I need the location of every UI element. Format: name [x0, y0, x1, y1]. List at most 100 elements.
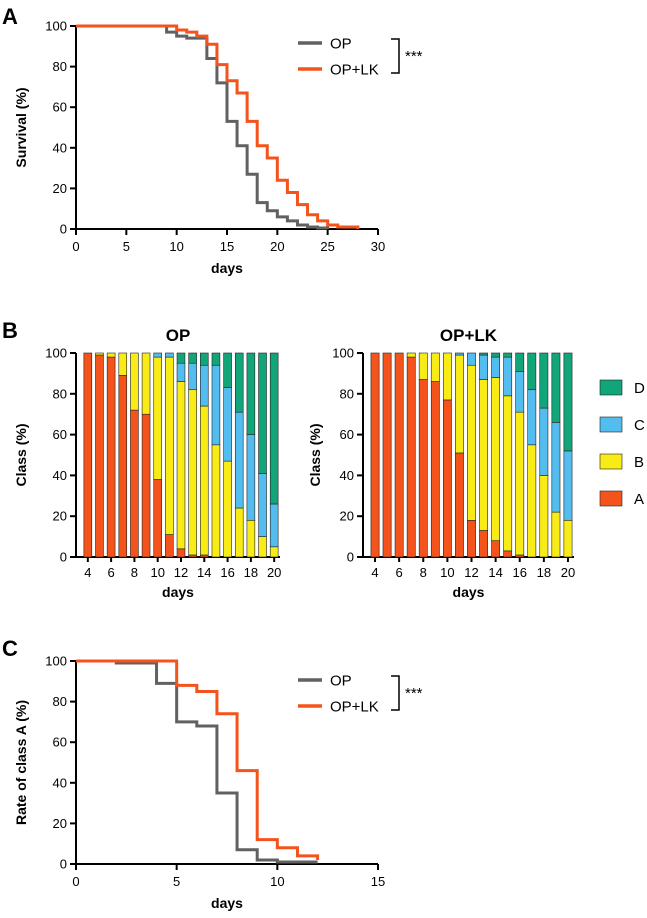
chart-a-survival-y-tick-label: 100 [45, 19, 67, 34]
chart-b-op-bar-a-day-12 [176, 548, 186, 558]
chart-b-oplk-bar-a-day-16 [515, 554, 525, 558]
chart-b-op-bar-b-day-12 [176, 381, 186, 550]
chart-b-oplk-bar-a-day-14 [491, 540, 501, 558]
chart-b-op-bar-d-day-19 [258, 352, 267, 474]
chart-b-oplk-bar-b-day-14 [491, 377, 501, 541]
chart-b-op-bar-c-day-10 [153, 352, 162, 358]
chart-c-class-a-y-tick-label: 60 [53, 735, 67, 750]
chart-b-op-x-tick-label: 4 [84, 565, 91, 580]
chart-b-op-x-tick-label: 6 [108, 565, 115, 580]
chart-b-oplk-bar-c-day-13 [479, 354, 488, 380]
chart-b-op-bar-a-day-7 [118, 375, 128, 558]
chart-a-survival-significance-bracket [391, 38, 400, 74]
chart-a-survival-x-tick-label: 30 [371, 239, 385, 254]
chart-b-op-bar-a-day-4 [83, 352, 93, 558]
chart-b-op-bar-b-day-20 [269, 546, 279, 558]
chart-b-oplk-bar-a-day-10 [442, 399, 452, 558]
chart-a-survival-x-tick-label: 25 [320, 239, 334, 254]
chart-b-oplk-bar-a-day-4 [370, 352, 380, 558]
legend-swatch-class-c [599, 416, 623, 433]
chart-b-oplk-bar-b-day-7 [406, 352, 416, 358]
chart-b-op-bar-a-day-8 [130, 409, 139, 558]
chart-a-survival-y-tick-label: 40 [53, 140, 67, 155]
chart-c-class-a-y-tick-label: 80 [53, 694, 67, 709]
chart-b-op-bar-c-day-14 [200, 364, 209, 407]
chart-b-op-x-tick-label: 12 [174, 565, 188, 580]
chart-b-oplk-x-tick-label: 12 [464, 565, 478, 580]
chart-b-oplk-bar-b-day-13 [479, 379, 488, 531]
legend-swatch-class-b [599, 453, 623, 470]
chart-b-oplk-x-tick-label: 14 [488, 565, 502, 580]
chart-b-oplk-bar-d-day-20 [563, 352, 573, 452]
chart-b-oplk-bar-b-day-17 [527, 444, 537, 558]
legend-label-class-d: D [634, 380, 645, 397]
chart-b-op-bar-a-day-13 [188, 554, 197, 558]
chart-b-oplk-bar-b-day-19 [551, 511, 561, 558]
chart-b-oplk-bar-a-day-5 [382, 352, 392, 558]
panel-label-B: B [2, 318, 18, 343]
chart-b-op-bar-b-day-5 [95, 352, 104, 356]
chart-b-op-bar-b-day-18 [246, 519, 256, 558]
chart-b-op-y-tick-label: 20 [53, 509, 67, 524]
chart-b-op-bar-d-day-15 [211, 352, 221, 366]
chart-b-oplk-bar-d-day-16 [515, 352, 525, 372]
chart-b-op-bar-b-day-6 [106, 352, 116, 358]
chart-b-op-bar-b-day-13 [188, 389, 197, 556]
chart-b-op-x-tick-label: 10 [150, 565, 164, 580]
chart-b-oplk-bar-c-day-15 [503, 356, 513, 397]
chart-c-class-a-significance-bracket [391, 675, 400, 711]
chart-b-op-bar-d-day-12 [176, 352, 186, 364]
chart-b-op-bar-a-day-9 [141, 413, 151, 558]
chart-b-op-bar-c-day-15 [211, 364, 221, 446]
chart-b-op-bar-c-day-17 [234, 411, 244, 509]
chart-b-op-bar-b-day-7 [118, 352, 128, 376]
chart-b-oplk-bar-a-day-7 [406, 356, 416, 558]
chart-b-oplk-bar-b-day-16 [515, 411, 525, 556]
chart-a-survival-y-axis-label: Survival (%) [13, 87, 29, 167]
chart-c-class-a-y-tick-label: 20 [53, 816, 67, 831]
chart-b-op-bar-b-day-11 [165, 356, 174, 535]
chart-b-oplk-bar-a-day-12 [467, 519, 476, 558]
chart-b-op-bar-d-day-14 [200, 352, 209, 366]
chart-b-oplk-bar-b-day-20 [563, 519, 573, 558]
chart-b-oplk-bar-a-day-11 [455, 452, 464, 558]
chart-b-op-x-tick-label: 14 [197, 565, 211, 580]
legend-swatch-class-a [599, 490, 623, 507]
chart-b-oplk-x-tick-label: 10 [440, 565, 454, 580]
chart-b-op-bar-c-day-20 [269, 503, 279, 548]
chart-a-survival-y-tick-label: 80 [53, 59, 67, 74]
chart-c-class-a-x-tick-label: 0 [72, 874, 79, 889]
chart-b-oplk-bar-d-day-14 [491, 352, 501, 358]
chart-b-oplk-bar-b-day-15 [503, 395, 513, 552]
chart-c-class-a-x-axis-label: days [211, 895, 243, 911]
chart-b-op-x-tick-label: 20 [267, 565, 281, 580]
legend-label-class-c: C [634, 417, 645, 434]
chart-b-op-bar-d-day-18 [246, 352, 256, 435]
chart-a-survival-y-tick-label: 0 [60, 222, 67, 237]
chart-b-oplk-bar-a-day-8 [418, 379, 428, 558]
chart-b-oplk-bar-c-day-19 [551, 422, 561, 513]
chart-a-survival-x-tick-label: 5 [123, 239, 130, 254]
chart-b-oplk-x-tick-label: 18 [537, 565, 551, 580]
chart-b-oplk-bar-c-day-18 [539, 407, 549, 476]
chart-b-oplk-bar-a-day-15 [503, 550, 513, 558]
chart-a-survival-series-op-lk [76, 24, 360, 229]
chart-c-class-a-legend-label: OP+LK [330, 699, 379, 716]
chart-a-survival-significance-label: *** [405, 48, 423, 65]
chart-c-class-a-legend-label: OP [330, 673, 352, 690]
chart-b-op-bar-c-day-11 [165, 352, 174, 358]
chart-c-class-a-y-axis-label: Rate of class A (%) [13, 700, 29, 825]
chart-b-op-bar-b-day-16 [223, 460, 232, 558]
chart-a-survival-x-tick-label: 0 [72, 239, 79, 254]
chart-c-class-a-y-tick-label: 0 [60, 857, 67, 872]
chart-c-class-a-x-tick-label: 10 [270, 874, 284, 889]
chart-b-oplk-bar-b-day-8 [418, 352, 428, 380]
panel-label-C: C [2, 636, 18, 661]
chart-b-oplk-bar-b-day-10 [442, 352, 452, 401]
chart-b-op-bar-b-day-17 [234, 507, 244, 558]
chart-a-survival: 0 20 40 60 80 100 Survival (%) 0 5 10 15 20 25 30 days… [13, 19, 423, 277]
chart-b-oplk-bar-a-day-6 [394, 352, 404, 558]
chart-c-class-a-x-tick-label: 15 [371, 874, 385, 889]
chart-b-op-bar-d-day-20 [269, 352, 279, 505]
